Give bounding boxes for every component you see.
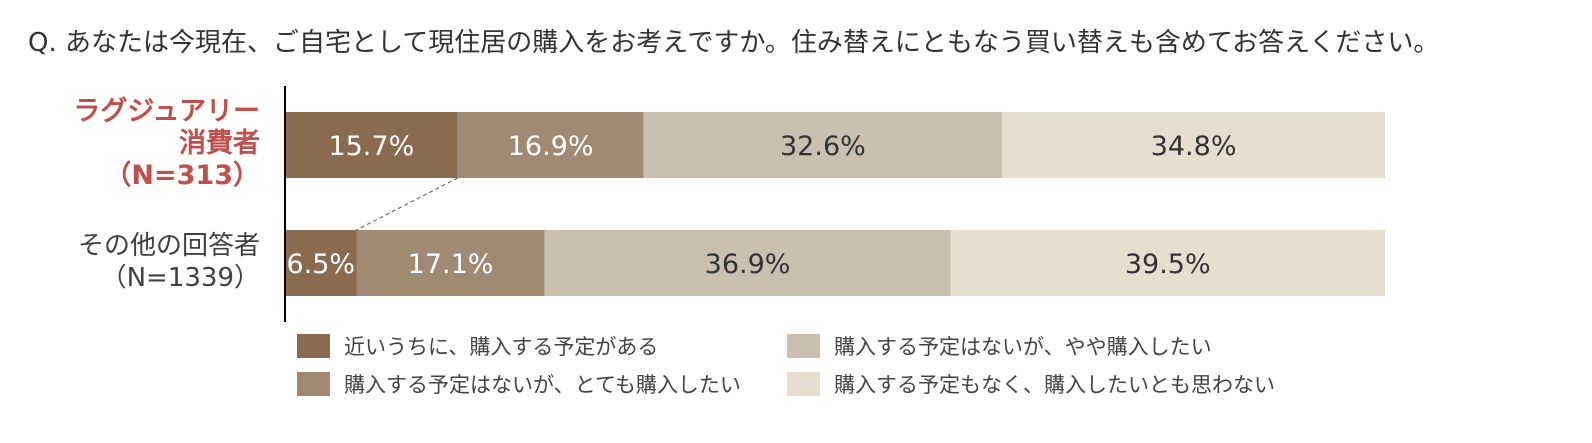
legend-item: 購入する予定はないが、やや購入したい (787, 331, 1212, 361)
legend-swatch (297, 334, 330, 358)
category-label-line: ラグジュアリー (73, 96, 260, 127)
bar-segment (356, 230, 545, 296)
data-label: 39.5% (1125, 249, 1211, 280)
bar-segment (285, 112, 458, 178)
legend-item: 購入する予定もなく、購入したいとも思わない (787, 369, 1275, 399)
category-label-luxury: ラグジュアリー 消費者 （N=313） (73, 96, 260, 192)
legend-swatch (787, 334, 820, 358)
legend-label: 購入する予定もなく、購入したいとも思わない (834, 373, 1275, 397)
connector-line (356, 177, 458, 231)
bar-segment (285, 230, 357, 296)
category-label-line: （N=313） (104, 160, 260, 191)
question-text: Q. あなたは今現在、ご自宅として現住居の購入をお考えですか。住み替えにともなう… (28, 28, 1440, 58)
category-label-line: （N=1339） (100, 263, 260, 293)
bar-segment (950, 230, 1385, 296)
bar-segment (1002, 112, 1385, 178)
legend-swatch (297, 372, 330, 396)
legend-item: 購入する予定はないが、とても購入したい (297, 369, 741, 399)
data-label: 32.6% (780, 131, 866, 162)
legend-label: 購入する予定はないが、やや購入したい (834, 335, 1212, 359)
legend-swatch (787, 372, 820, 396)
category-label-others: その他の回答者 （N=1339） (78, 230, 260, 294)
bar-segment (457, 112, 644, 178)
bar-segment (643, 112, 1003, 178)
category-label-line: その他の回答者 (77, 231, 260, 261)
legend-label: 購入する予定はないが、とても購入したい (344, 373, 741, 397)
data-label: 6.5% (286, 249, 355, 280)
data-label: 34.8% (1151, 131, 1237, 162)
legend-label: 近いうちに、購入する予定がある (344, 335, 659, 359)
data-label: 36.9% (705, 249, 791, 280)
bar-segment (544, 230, 951, 296)
data-label: 17.1% (408, 249, 494, 280)
data-label: 16.9% (508, 131, 594, 162)
category-label-line: 消費者 (179, 128, 260, 159)
legend: 近いうちに、購入する予定がある 購入する予定はないが、とても購入したい 購入する… (297, 331, 1327, 411)
data-label: 15.7% (328, 131, 414, 162)
legend-item: 近いうちに、購入する予定がある (297, 331, 658, 361)
